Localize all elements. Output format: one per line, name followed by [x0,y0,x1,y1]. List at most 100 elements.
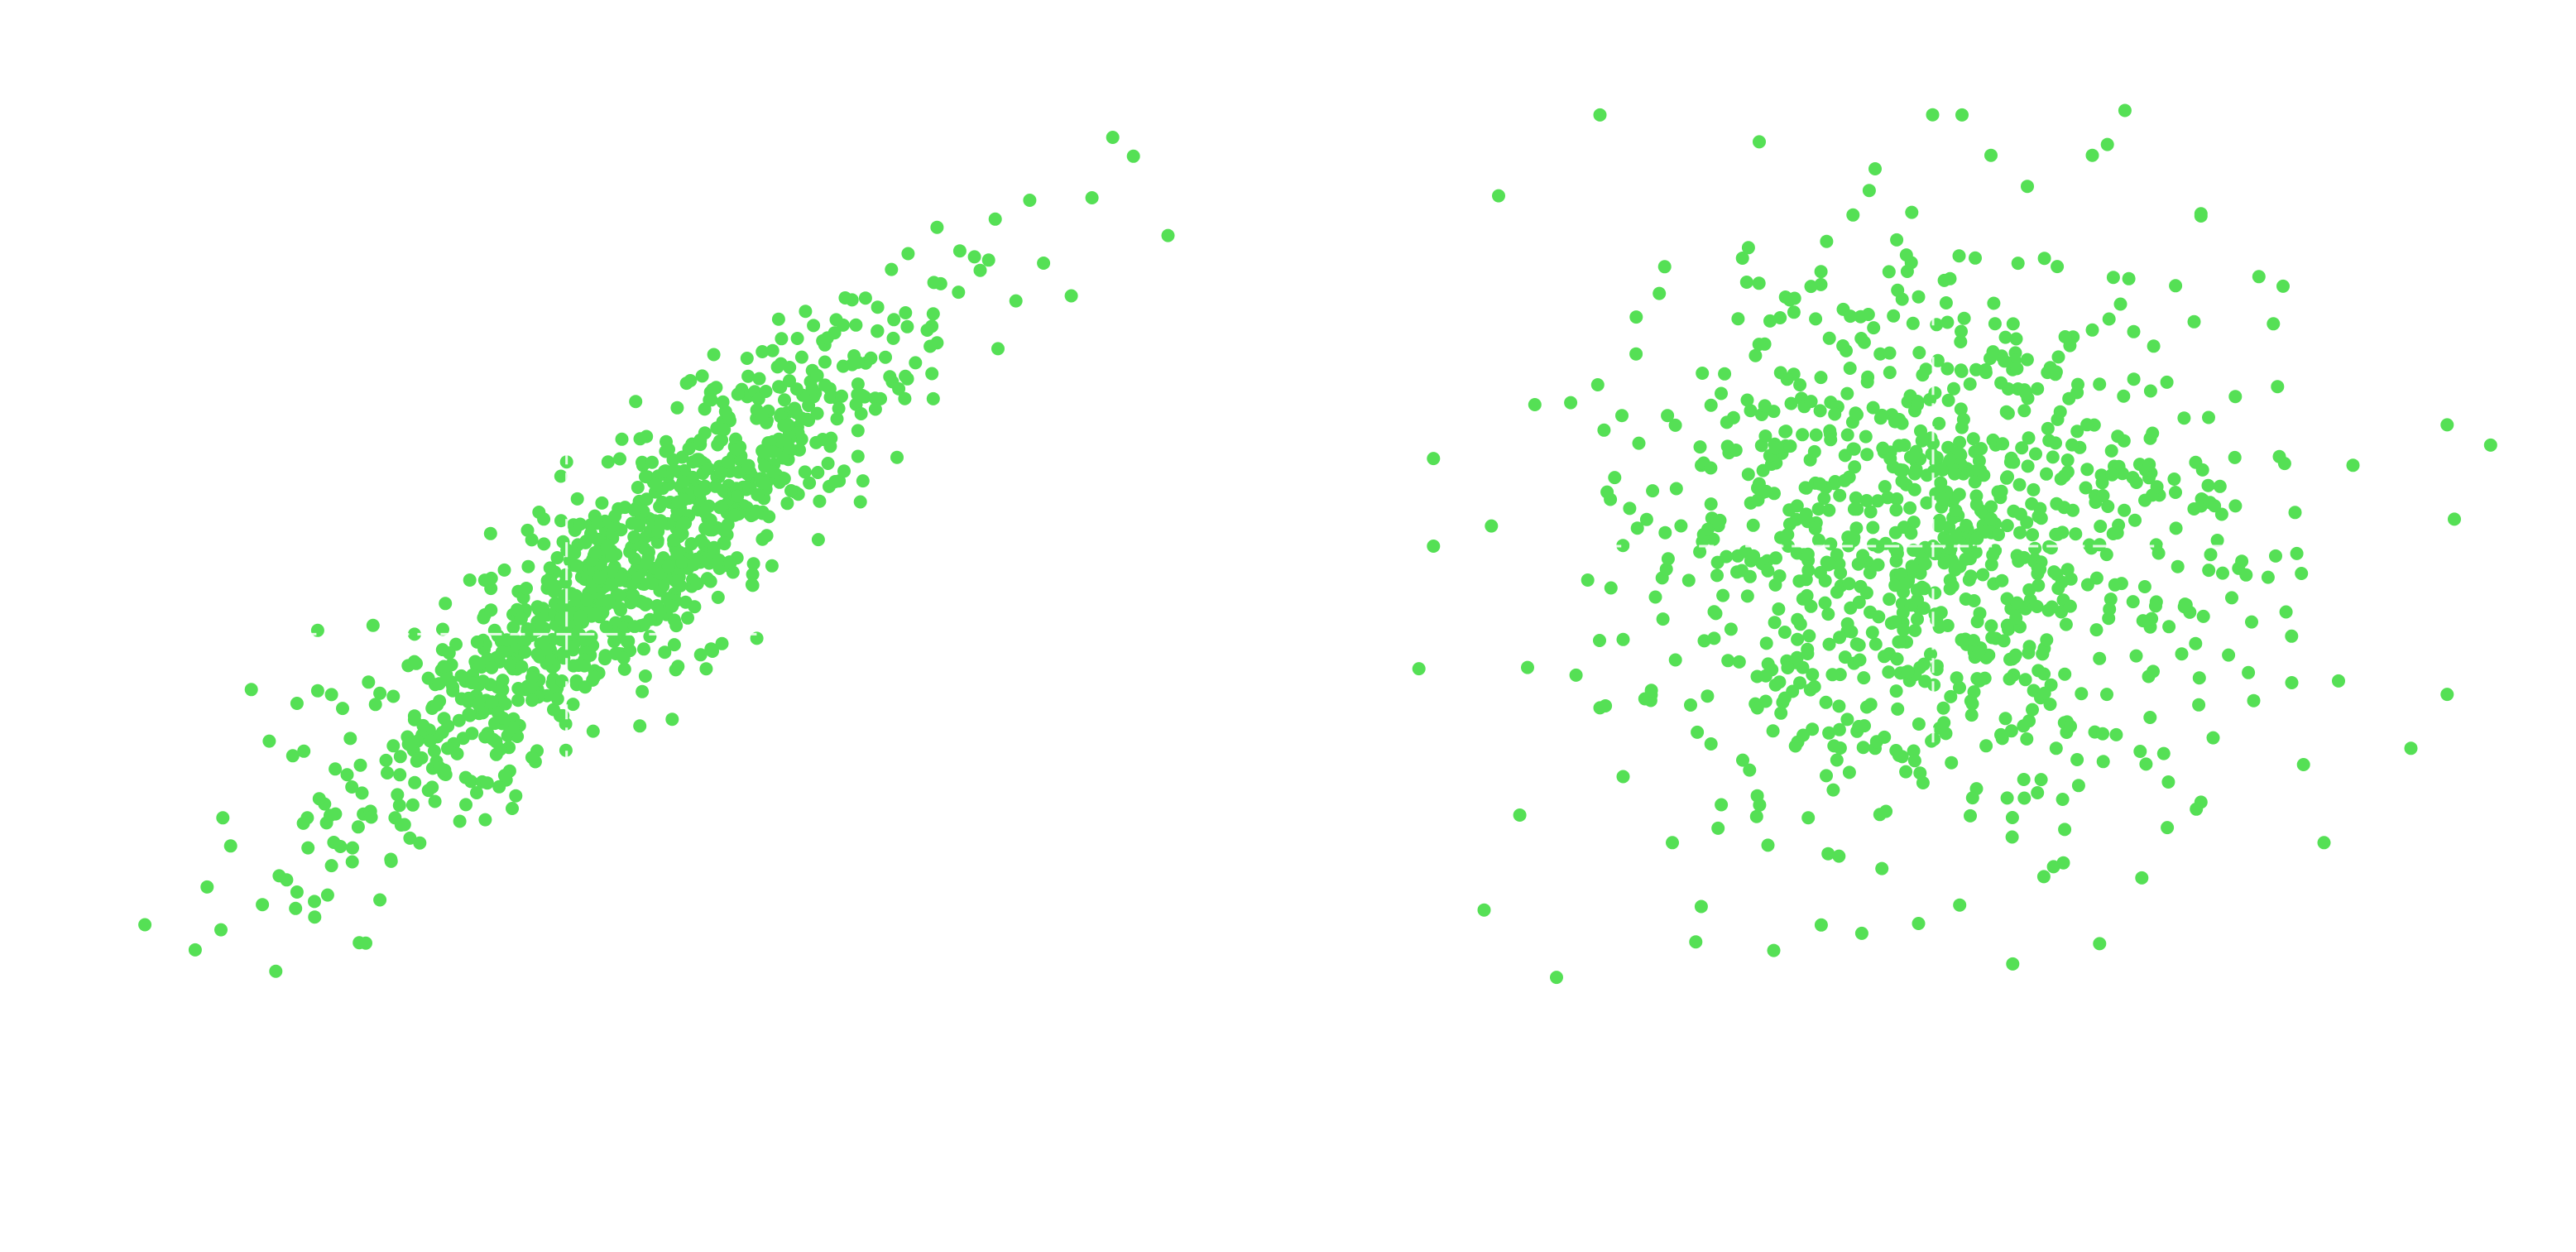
scatter-point [554,514,568,528]
scatter-point [838,291,852,305]
scatter-point [1970,672,1984,686]
scatter-point [2032,664,2046,678]
scatter-point [1707,631,1721,645]
scatter-point [789,382,804,396]
scatter-point [366,618,380,632]
scatter-point [1914,424,1927,438]
scatter-point [2161,821,2175,835]
scatter-point [290,885,304,899]
scatter-point [1710,568,1724,583]
scatter-point [1768,487,1781,501]
scatter-point [200,880,214,894]
scatter-point [2089,496,2103,509]
scatter-point [1979,363,1993,377]
scatter-point [856,389,870,402]
scatter-point [1955,108,1969,122]
scatter-point [615,432,629,446]
scatter-point [927,276,941,290]
scatter-point [2004,724,2018,738]
scatter-point [602,593,616,607]
scatter-point [2070,386,2084,400]
scatter-point [653,500,667,514]
scatter-point [2109,727,2123,741]
scatter-point [669,574,684,588]
scatter-point [2129,649,2143,663]
scatter-point [2010,362,2024,376]
scatter-point [777,419,791,433]
scatter-point [1907,449,1921,463]
scatter-point [765,343,780,357]
scatter-point [2225,591,2238,605]
scatter-point [2001,470,2014,484]
scatter-point [766,445,780,459]
scatter-point [2022,431,2036,445]
scatter-point [1615,409,1629,423]
scatter-point [1788,739,1802,753]
scatter-point [1752,338,1766,352]
scatter-point [693,433,708,447]
scatter-point [1943,582,1957,596]
scatter-point [1744,404,1758,418]
scatter-point [2346,458,2360,472]
scatter-point [813,494,827,508]
scatter-point [1889,684,1903,698]
scatter-point [772,380,785,394]
scatter-point [1892,439,1906,453]
scatter-point [640,492,654,506]
scatter-point [823,439,837,453]
scatter-point [1948,467,1961,481]
scatter-point [214,923,228,937]
scatter-point [2040,467,2053,481]
scatter-point [2003,455,2017,469]
scatter-point [2051,260,2065,274]
scatter-point [693,648,708,662]
scatter-point [1932,416,1946,430]
scatter-point [671,660,685,674]
scatter-point [645,455,659,469]
scatter-point [698,521,712,535]
scatter-point [925,367,939,381]
scatter-point [1713,513,1727,527]
scatter-point [588,670,602,684]
scatter-point [2015,441,2029,455]
scatter-point [2192,671,2206,685]
scatter-point [506,802,519,815]
scatter-point [818,378,832,392]
scatter-point [1767,943,1781,957]
scatter-point [741,369,756,383]
scatter-point [2242,665,2256,679]
scatter-point [1838,650,1852,664]
scatter-point [2054,472,2068,486]
scatter-point [2056,793,2070,806]
scatter-point [649,477,663,492]
scatter-point [459,798,473,812]
scatter-point [1759,636,1773,650]
scatter-point [1907,754,1921,768]
scatter-point [1724,622,1738,636]
scatter-point [1895,474,1909,488]
scatter-point [1735,252,1749,265]
scatter-point [1955,324,1968,338]
scatter-point [1940,362,1955,376]
scatter-point [537,512,551,526]
scatter-point [637,642,650,656]
scatter-point [1873,411,1888,425]
scatter-point [1953,435,1967,449]
scatter-point [2187,314,2201,329]
scatter-point [320,888,334,902]
scatter-point [427,744,441,758]
scatter-point [1890,652,1904,666]
scatter-point [515,660,529,674]
scatter-point [520,582,533,595]
scatter-point [1859,429,1873,444]
scatter-point [2162,620,2176,634]
scatter-point [1940,315,1955,329]
scatter-point [324,688,338,702]
scatter-point [580,592,594,607]
scatter-point [437,660,451,674]
scatter-point [650,535,664,549]
scatter-point [1564,396,1578,410]
scatter-point [1787,305,1801,319]
scatter-point [1721,654,1735,668]
scatter-point [413,836,427,850]
